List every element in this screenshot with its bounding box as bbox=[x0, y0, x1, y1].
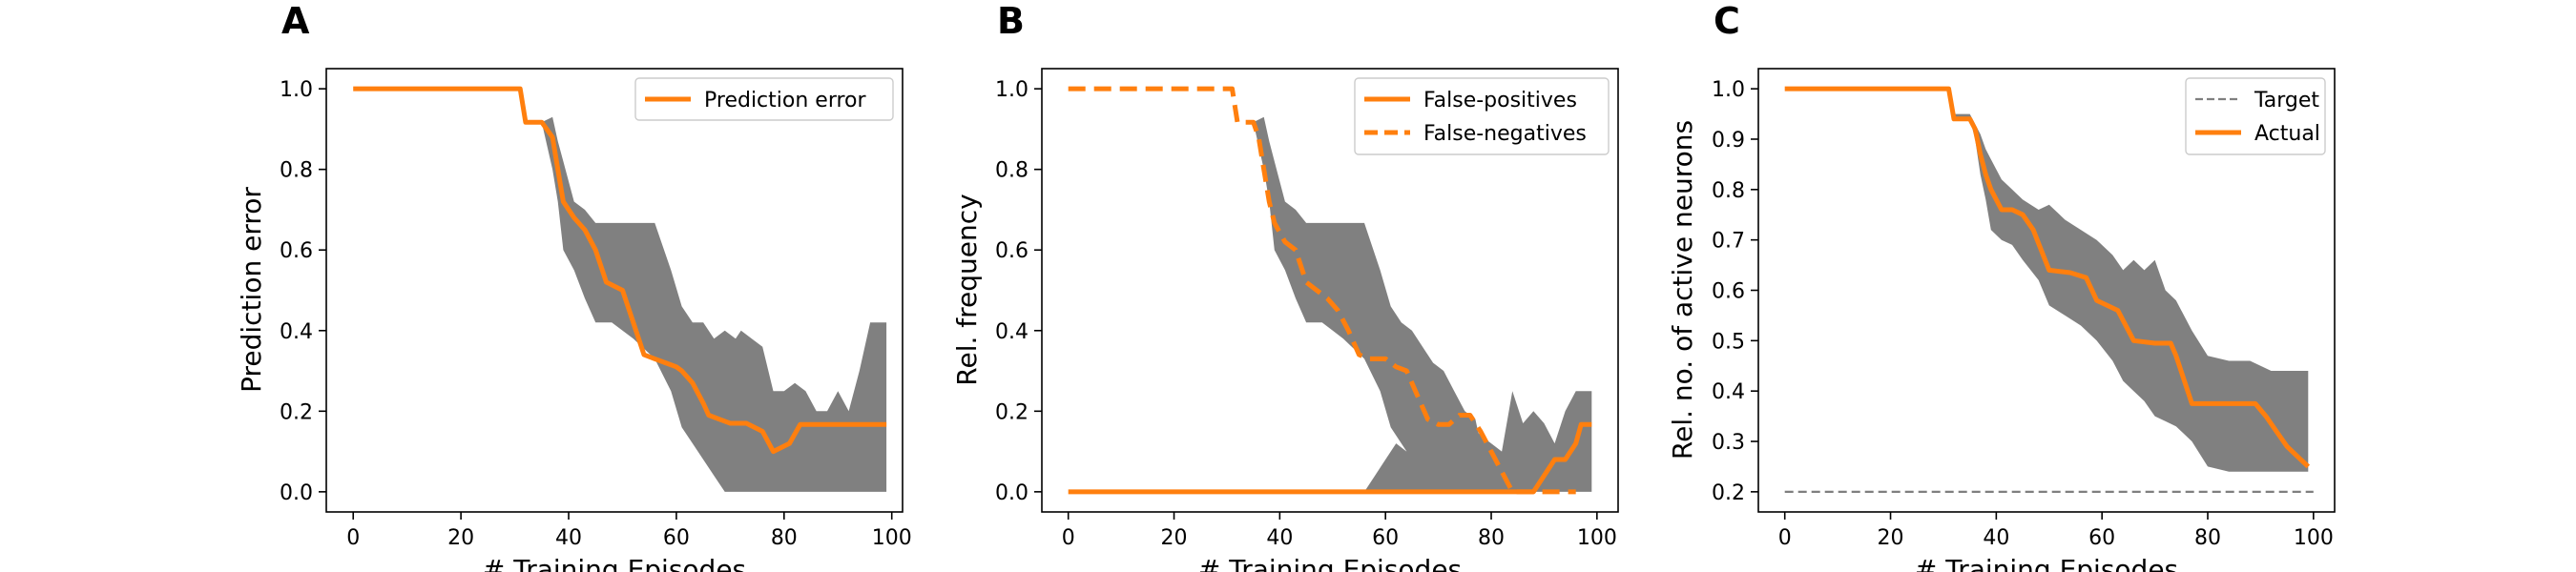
panel-b: B 0 20 40 60 80 100 0.0 0.2 0.4 0.6 0.8 1.0 # Trai… bbox=[951, 0, 1619, 572]
y-tick-label: 0.8 bbox=[280, 159, 313, 183]
y-axis-label: Prediction error bbox=[236, 187, 267, 393]
x-ticks: 0 20 40 60 80 100 bbox=[1062, 512, 1617, 550]
band-false-negatives bbox=[1068, 89, 1491, 492]
x-tick-label: 60 bbox=[1372, 526, 1399, 550]
x-tick-label: 40 bbox=[555, 526, 582, 550]
y-tick-label: 0.9 bbox=[1712, 129, 1745, 153]
y-tick-label: 0.5 bbox=[1712, 330, 1745, 354]
series-line-actual bbox=[1784, 86, 2311, 469]
x-tick-label: 60 bbox=[2088, 526, 2115, 550]
legend-label: False-positives bbox=[1423, 89, 1577, 112]
panel-letter: C bbox=[1714, 0, 1740, 42]
series-line-false-positives bbox=[1068, 421, 1592, 495]
band-false-positives bbox=[1068, 391, 1592, 492]
x-tick-label: 40 bbox=[1983, 526, 2009, 550]
legend-label: Actual bbox=[2254, 122, 2320, 146]
x-axis-label: # Training Episodes bbox=[1915, 554, 2178, 572]
y-tick-label: 0.4 bbox=[1712, 380, 1745, 404]
y-tick-label: 0.0 bbox=[280, 481, 313, 505]
legend-box bbox=[1354, 77, 1610, 155]
y-ticks: 0.0 0.2 0.4 0.6 0.8 1.0 bbox=[995, 78, 1042, 505]
y-tick-label: 0.7 bbox=[1712, 230, 1745, 254]
x-tick-label: 100 bbox=[872, 526, 912, 550]
panel-a: A 0 20 40 60 80 100 0.0 0.2 0.4 0.6 0.8 1.0 # Trai… bbox=[236, 0, 912, 572]
x-ticks: 0 20 40 60 80 100 bbox=[1778, 512, 2334, 550]
x-tick-label: 20 bbox=[447, 526, 474, 550]
series-line-prediction-error bbox=[353, 86, 887, 455]
panel-letter: B bbox=[997, 0, 1025, 42]
y-tick-label: 0.4 bbox=[995, 320, 1028, 344]
y-ticks: 0.2 0.3 0.4 0.5 0.6 0.7 0.8 0.9 1.0 bbox=[1712, 78, 1758, 505]
bands bbox=[1784, 89, 2309, 472]
panel-c: C 0 20 40 60 80 100 0.2 0.3 0.4 0.5 0.6 0.7 0.8 0.9 1… bbox=[1667, 0, 2336, 572]
y-axis-label: Rel. no. of active neurons bbox=[1667, 120, 1698, 460]
y-tick-label: 0.2 bbox=[1712, 481, 1745, 505]
x-tick-label: 100 bbox=[2294, 526, 2334, 550]
legend-box bbox=[2185, 77, 2326, 155]
panel-letter: A bbox=[281, 0, 310, 42]
series-lines bbox=[353, 86, 887, 455]
y-tick-label: 0.6 bbox=[995, 239, 1028, 263]
x-tick-label: 20 bbox=[1161, 526, 1188, 550]
bands bbox=[1068, 89, 1592, 492]
y-ticks: 0.0 0.2 0.4 0.6 0.8 1.0 bbox=[280, 78, 326, 505]
legend-label: Prediction error bbox=[704, 89, 866, 112]
x-ticks: 0 20 40 60 80 100 bbox=[346, 512, 912, 550]
x-tick-label: 80 bbox=[1478, 526, 1505, 550]
y-tick-label: 1.0 bbox=[995, 78, 1028, 102]
y-tick-label: 0.8 bbox=[995, 159, 1028, 183]
legend-label: Target bbox=[2254, 89, 2319, 112]
y-tick-label: 0.4 bbox=[280, 320, 313, 344]
y-axis-label: Rel. frequency bbox=[951, 194, 983, 385]
y-tick-label: 0.2 bbox=[280, 400, 313, 424]
series-lines bbox=[1784, 86, 2314, 494]
y-tick-label: 0.3 bbox=[1712, 431, 1745, 455]
y-tick-label: 0.8 bbox=[1712, 179, 1745, 203]
x-axis-label: # Training Episodes bbox=[483, 554, 746, 572]
y-tick-label: 0.2 bbox=[995, 400, 1028, 424]
y-tick-label: 0.0 bbox=[995, 481, 1028, 505]
x-tick-label: 80 bbox=[771, 526, 798, 550]
plot-frame bbox=[1041, 68, 1619, 513]
series-lines bbox=[1068, 86, 1592, 495]
x-tick-label: 0 bbox=[1062, 526, 1075, 550]
legend: Prediction error bbox=[634, 77, 894, 121]
x-tick-label: 80 bbox=[2194, 526, 2221, 550]
x-axis-label: # Training Episodes bbox=[1198, 554, 1462, 572]
x-tick-label: 0 bbox=[1778, 526, 1792, 550]
y-tick-label: 0.6 bbox=[280, 239, 313, 263]
legend-box bbox=[634, 77, 894, 121]
plot-frame bbox=[325, 68, 904, 513]
series-line-false-negatives bbox=[1068, 86, 1576, 495]
x-tick-label: 40 bbox=[1266, 526, 1293, 550]
x-tick-label: 100 bbox=[1577, 526, 1617, 550]
y-tick-label: 1.0 bbox=[1712, 78, 1745, 102]
legend: False-positives False-negatives bbox=[1354, 77, 1610, 155]
y-tick-label: 1.0 bbox=[280, 78, 313, 102]
x-tick-label: 60 bbox=[663, 526, 690, 550]
x-tick-label: 0 bbox=[346, 526, 360, 550]
legend: Target Actual bbox=[2185, 77, 2326, 155]
y-tick-label: 0.6 bbox=[1712, 280, 1745, 304]
band-actual bbox=[1784, 89, 2309, 472]
x-tick-label: 20 bbox=[1878, 526, 1904, 550]
legend-label: False-negatives bbox=[1423, 122, 1587, 146]
